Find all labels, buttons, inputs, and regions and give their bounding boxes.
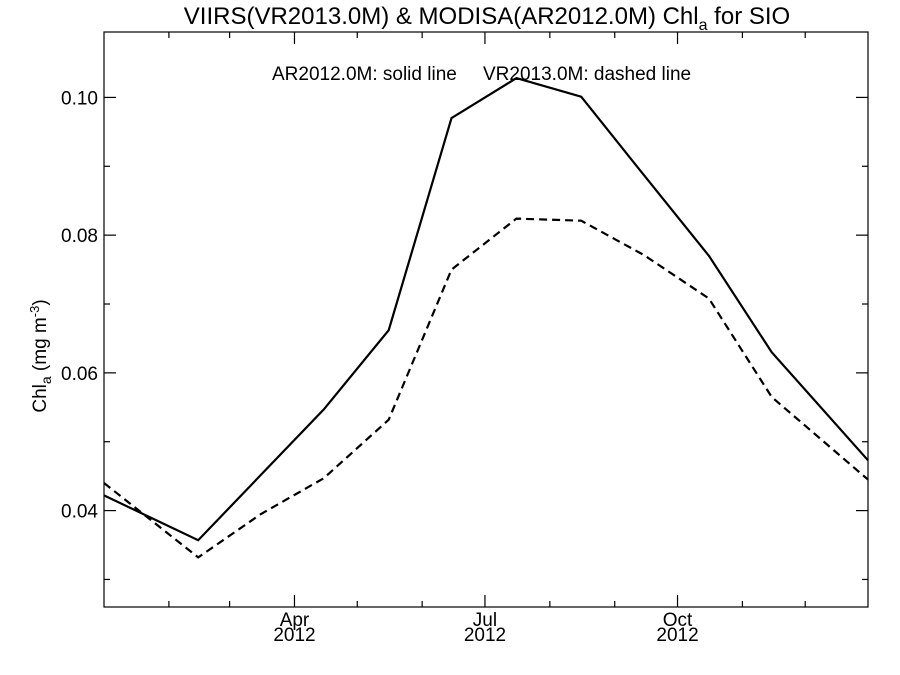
y-axis-label-unit-open: (mg m <box>30 317 51 376</box>
y-tick-label-2: 0.08 <box>61 226 98 247</box>
y-axis-label-unit-superscript: -3 <box>27 306 42 318</box>
legend-solid-text: AR2012.0M: solid line <box>272 64 457 85</box>
y-tick-label-0: 0.04 <box>61 502 98 523</box>
y-axis-label-unit-close: ) <box>30 299 51 305</box>
x-tick-year-0: 2012 <box>273 625 315 646</box>
legend-dashed-text: VR2013.0M: dashed line <box>483 64 691 85</box>
series-line-vr2013-0m <box>103 217 869 559</box>
chart-title-suffix: for SIO <box>708 3 791 30</box>
y-tick-label-3: 0.10 <box>61 88 98 109</box>
plot-frame <box>103 31 869 608</box>
x-tick-month-2: Oct <box>663 610 693 631</box>
series-line-ar2012-0m <box>103 76 869 542</box>
y-axis-label-main: Chl <box>30 384 51 413</box>
chart-title-main: VIIRS(VR2013.0M) & MODISA(AR2012.0M) Chl <box>184 3 699 30</box>
x-tick-month-1: Jul <box>473 610 497 631</box>
y-axis-label-subscript: a <box>38 376 54 384</box>
chart-title: VIIRS(VR2013.0M) & MODISA(AR2012.0M) Chl… <box>184 3 790 34</box>
chart-title-subscript: a <box>699 17 708 34</box>
y-tick-label-1: 0.06 <box>61 364 98 385</box>
x-tick-month-0: Apr <box>280 610 310 631</box>
y-axis-label: Chla (mg m-3) <box>27 299 54 412</box>
x-tick-year-2: 2012 <box>656 625 698 646</box>
x-tick-year-1: 2012 <box>464 625 506 646</box>
